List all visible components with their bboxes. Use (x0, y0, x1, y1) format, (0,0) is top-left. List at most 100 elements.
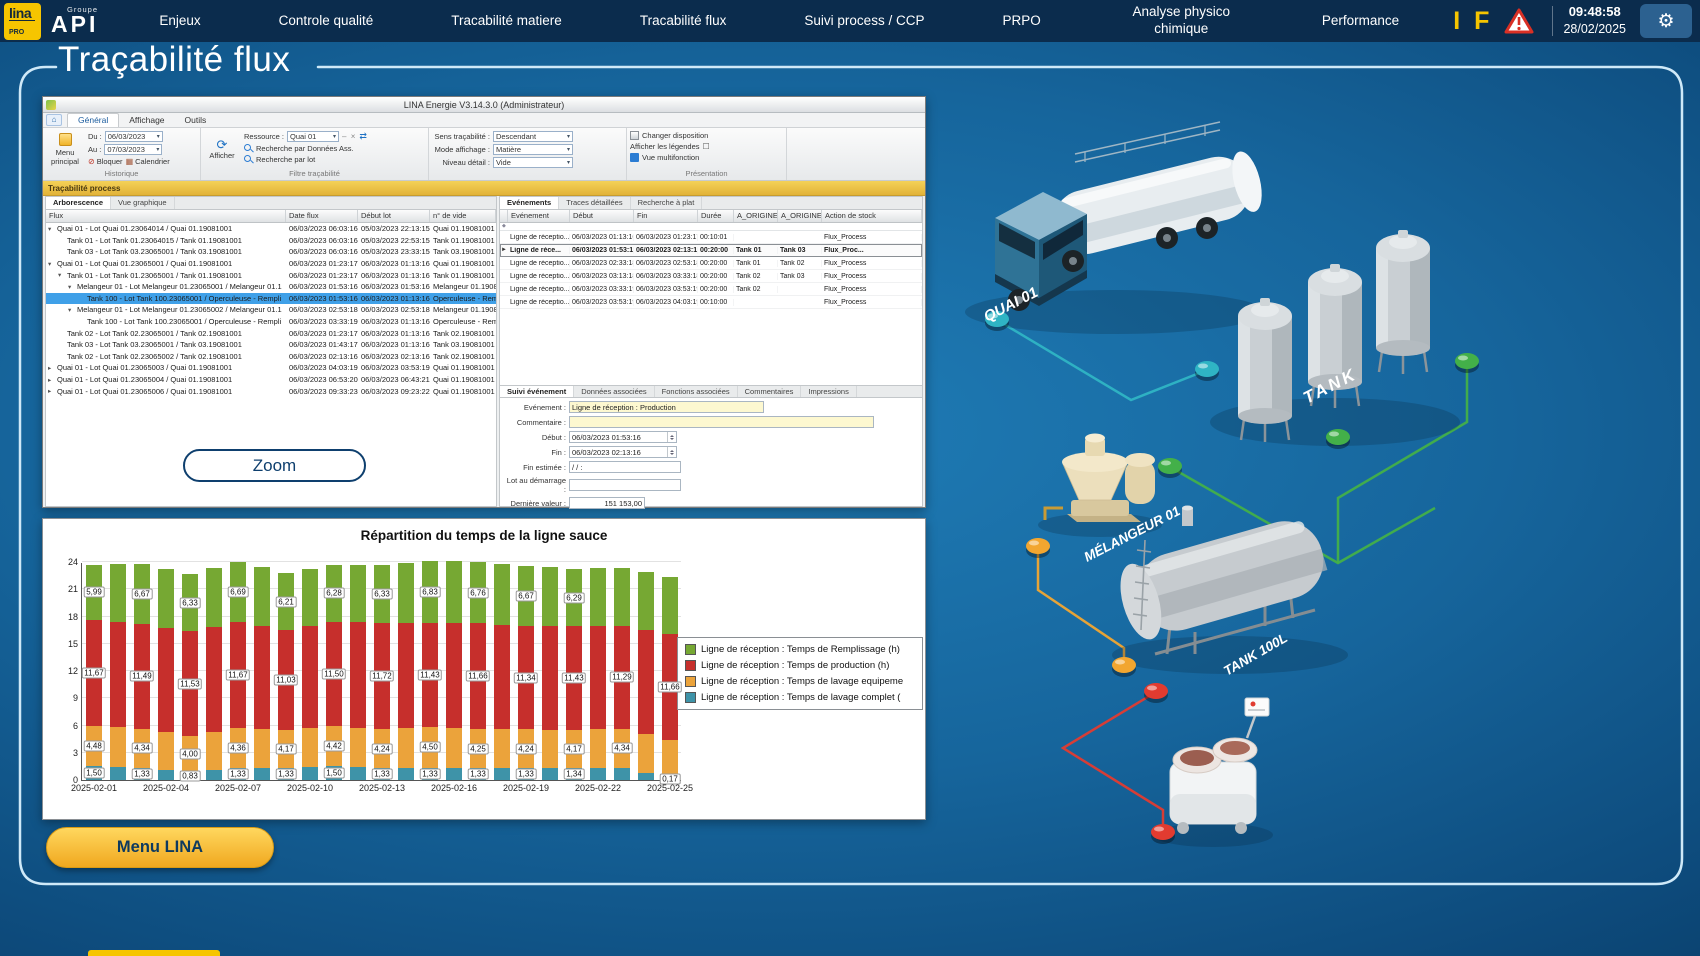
window-titlebar[interactable]: LINA Energie V3.14.3.0 (Administrateur) (43, 97, 925, 113)
tree-row[interactable]: Tank 01 - Lot Tank 01.23064015 / Tank 01… (46, 235, 496, 247)
column-fin[interactable]: Fin (634, 210, 698, 222)
indicator-i[interactable]: I (1453, 6, 1461, 35)
tab-suivi-evenement[interactable]: Suivi événement (500, 386, 575, 397)
ribbon-tab-general[interactable]: Général (67, 113, 120, 127)
mode-select[interactable]: Matière ▾ (493, 144, 573, 155)
tab-vue-graphique[interactable]: Vue graphique (111, 197, 175, 209)
settings-button[interactable]: ⚙ (1640, 4, 1692, 38)
calendrier-button[interactable]: ▦ Calendrier (125, 157, 170, 166)
event-row[interactable]: Ligne de réceptio... 06/03/2023 01:13:16 0… (500, 231, 922, 244)
tree-row[interactable]: ▾ Melangeur 01 - Lot Melangeur 01.2306500… (46, 304, 496, 316)
ribbon-tab-affichage[interactable]: Affichage (129, 115, 165, 125)
search-by-lot-button[interactable]: Recherche par lot (244, 155, 367, 164)
spinner-icon[interactable] (667, 447, 676, 457)
bloquer-button[interactable]: ⊘ Bloquer (88, 157, 123, 166)
warning-icon[interactable] (1504, 8, 1534, 34)
mixer-machine[interactable] (1153, 697, 1273, 847)
column-a-origine-2[interactable]: A_ORIGINE_0 (778, 210, 822, 222)
tab-impressions[interactable]: Impressions (801, 386, 857, 397)
tree-row[interactable]: ▸ Quai 01 - Lot Quai 01.23065003 / Quai 0… (48, 363, 495, 373)
status-indicator-melangeur[interactable] (1026, 538, 1050, 558)
tab-fonctions-associees[interactable]: Fonctions associées (655, 386, 738, 397)
status-indicator-tank100-out[interactable] (1144, 683, 1168, 703)
nav-item-analyse-physico-chimique[interactable]: Analyse physico chimique (1132, 4, 1231, 36)
tree-row[interactable]: Tank 100 - Lot Tank 100.23065001 / Operc… (46, 292, 496, 305)
ressource-combo[interactable]: Quai 01 ▾ (287, 131, 340, 142)
column-debut-lot[interactable]: Début lot (358, 210, 430, 222)
event-row[interactable]: Ligne de réceptio... 06/03/2023 02:33:18 0… (500, 257, 922, 270)
column-evenement[interactable]: Evénement (508, 210, 570, 222)
home-icon[interactable]: ⌂ (46, 114, 62, 126)
date-from-input[interactable]: 06/03/2023 ▾ (104, 131, 163, 142)
end-field[interactable]: 06/03/2023 02:13:16 (569, 446, 677, 458)
status-indicator-tank-mid[interactable] (1326, 429, 1350, 449)
date-to-input[interactable]: 07/03/2023 ▾ (104, 144, 163, 155)
status-indicator-tank-inlet[interactable] (1195, 361, 1219, 381)
event-field[interactable]: Ligne de réception : Production (569, 401, 764, 413)
nav-item-tracabilite-flux[interactable]: Tracabilité flux (639, 12, 727, 28)
status-indicator-tank-outlet[interactable] (1158, 458, 1182, 478)
event-row[interactable]: Ligne de réceptio... 06/03/2023 03:13:18 0… (500, 270, 922, 283)
tree-row[interactable]: ▾ Quai 01 - Lot Quai 01.23065001 / Quai 0… (48, 259, 495, 269)
tree-row[interactable]: ▾ Quai 01 - Lot Quai 01.23064014 / Quai 0… (48, 224, 495, 234)
search-by-data-button[interactable]: Recherche par Données Ass. (244, 144, 367, 153)
start-field[interactable]: 06/03/2023 01:53:16 (569, 431, 677, 443)
column-n-de-vide[interactable]: n° de vide (430, 210, 496, 222)
clear-resource-icons[interactable]: – × (342, 132, 357, 141)
tree-row[interactable]: Tank 03 - Lot Tank 03.23065001 / Tank 03… (46, 339, 496, 351)
tab-evenements[interactable]: Evénements (500, 197, 560, 209)
tab-donnees-associees[interactable]: Données associées (574, 386, 655, 397)
tree-row[interactable]: Tank 100 - Lot Tank 100.23065001 / Operc… (46, 316, 496, 328)
column-action-stock[interactable]: Action de stock (822, 210, 922, 222)
tab-arborescence[interactable]: Arborescence (46, 197, 112, 209)
menu-lina-button[interactable]: Menu LINA (46, 827, 274, 868)
events-filter-row[interactable]: ◆ (500, 223, 922, 231)
last-value-field[interactable]: 151 153,00 (569, 497, 645, 509)
tab-traces-detaillees[interactable]: Traces détaillées (559, 197, 631, 209)
tree-row[interactable]: ▾ Melangeur 01 - Lot Melangeur 01.2306500… (46, 281, 496, 293)
zoom-button[interactable]: Zoom (183, 449, 366, 482)
tab-commentaires[interactable]: Commentaires (738, 386, 802, 397)
nav-item-performance[interactable]: Performance (1321, 12, 1400, 28)
nav-item-controle-qualite[interactable]: Controle qualité (278, 12, 374, 28)
indicator-f[interactable]: F (1474, 6, 1490, 35)
storage-tanks[interactable] (1210, 230, 1460, 446)
comment-field[interactable] (569, 416, 874, 428)
status-indicator-tank-right[interactable] (1455, 353, 1479, 373)
nav-item-tracabilite-matiere[interactable]: Tracabilité matiere (451, 12, 562, 28)
bar-value-label: 11,66 (465, 670, 491, 682)
column-a-origine-1[interactable]: A_ORIGINE_0 (734, 210, 778, 222)
event-row[interactable]: Ligne de réceptio... 06/03/2023 03:33:19 0… (500, 283, 922, 296)
menu-principal-button[interactable]: Menu principal (46, 130, 84, 168)
tree-row[interactable]: ▾ Tank 01 - Lot Tank 01.23065001 / Tank 0… (46, 269, 496, 281)
sens-select[interactable]: Descendant ▾ (493, 131, 573, 142)
start-lot-field[interactable] (569, 479, 681, 491)
nav-item-prpo[interactable]: PRPO (1002, 12, 1041, 28)
afficher-legendes-checkbox[interactable]: Afficher les légendes ☐ (630, 142, 710, 151)
status-indicator-tank100-in[interactable] (1112, 657, 1136, 677)
column-date-flux[interactable]: Date flux (286, 210, 358, 222)
status-indicator-mixer[interactable] (1151, 824, 1175, 844)
tab-recherche-a-plat[interactable]: Recherche à plat (631, 197, 703, 209)
spinner-icon[interactable] (667, 432, 676, 442)
tree-row[interactable]: Tank 02 - Lot Tank 02.23065002 / Tank 02… (46, 351, 496, 363)
bottom-partial-button[interactable] (88, 950, 220, 956)
column-flux[interactable]: Flux (46, 210, 286, 222)
tree-row[interactable]: ▸ Quai 01 - Lot Quai 01.23065006 / Quai 0… (48, 386, 495, 396)
column-debut[interactable]: Début (570, 210, 634, 222)
nav-item-suivi-process-ccp[interactable]: Suivi process / CCP (804, 12, 925, 28)
column-duree[interactable]: Durée (698, 210, 734, 222)
event-row[interactable]: Ligne de réceptio... 06/03/2023 03:53:19 0… (500, 296, 922, 309)
swap-icon[interactable]: ⇄ (359, 131, 367, 141)
tree-row[interactable]: Tank 02 - Lot Tank 02.23065001 / Tank 02… (46, 327, 496, 339)
changer-disposition-button[interactable]: Changer disposition (630, 131, 710, 140)
ribbon-tab-outils[interactable]: Outils (184, 115, 207, 125)
niveau-select[interactable]: Vide ▾ (493, 157, 573, 168)
nav-item-enjeux[interactable]: Enjeux (159, 12, 201, 28)
vue-multifonction-button[interactable]: Vue multifonction (630, 153, 710, 162)
tree-row[interactable]: Tank 03 - Lot Tank 03.23065001 / Tank 03… (46, 246, 496, 258)
tree-row[interactable]: ▸ Quai 01 - Lot Quai 01.23065004 / Quai 0… (48, 375, 495, 385)
estimated-end-field[interactable]: / / : (569, 461, 681, 473)
event-row[interactable]: ► Ligne de réce... 06/03/2023 01:53:16 06/0… (500, 244, 922, 257)
afficher-button[interactable]: ⟳ Afficher (209, 136, 235, 160)
